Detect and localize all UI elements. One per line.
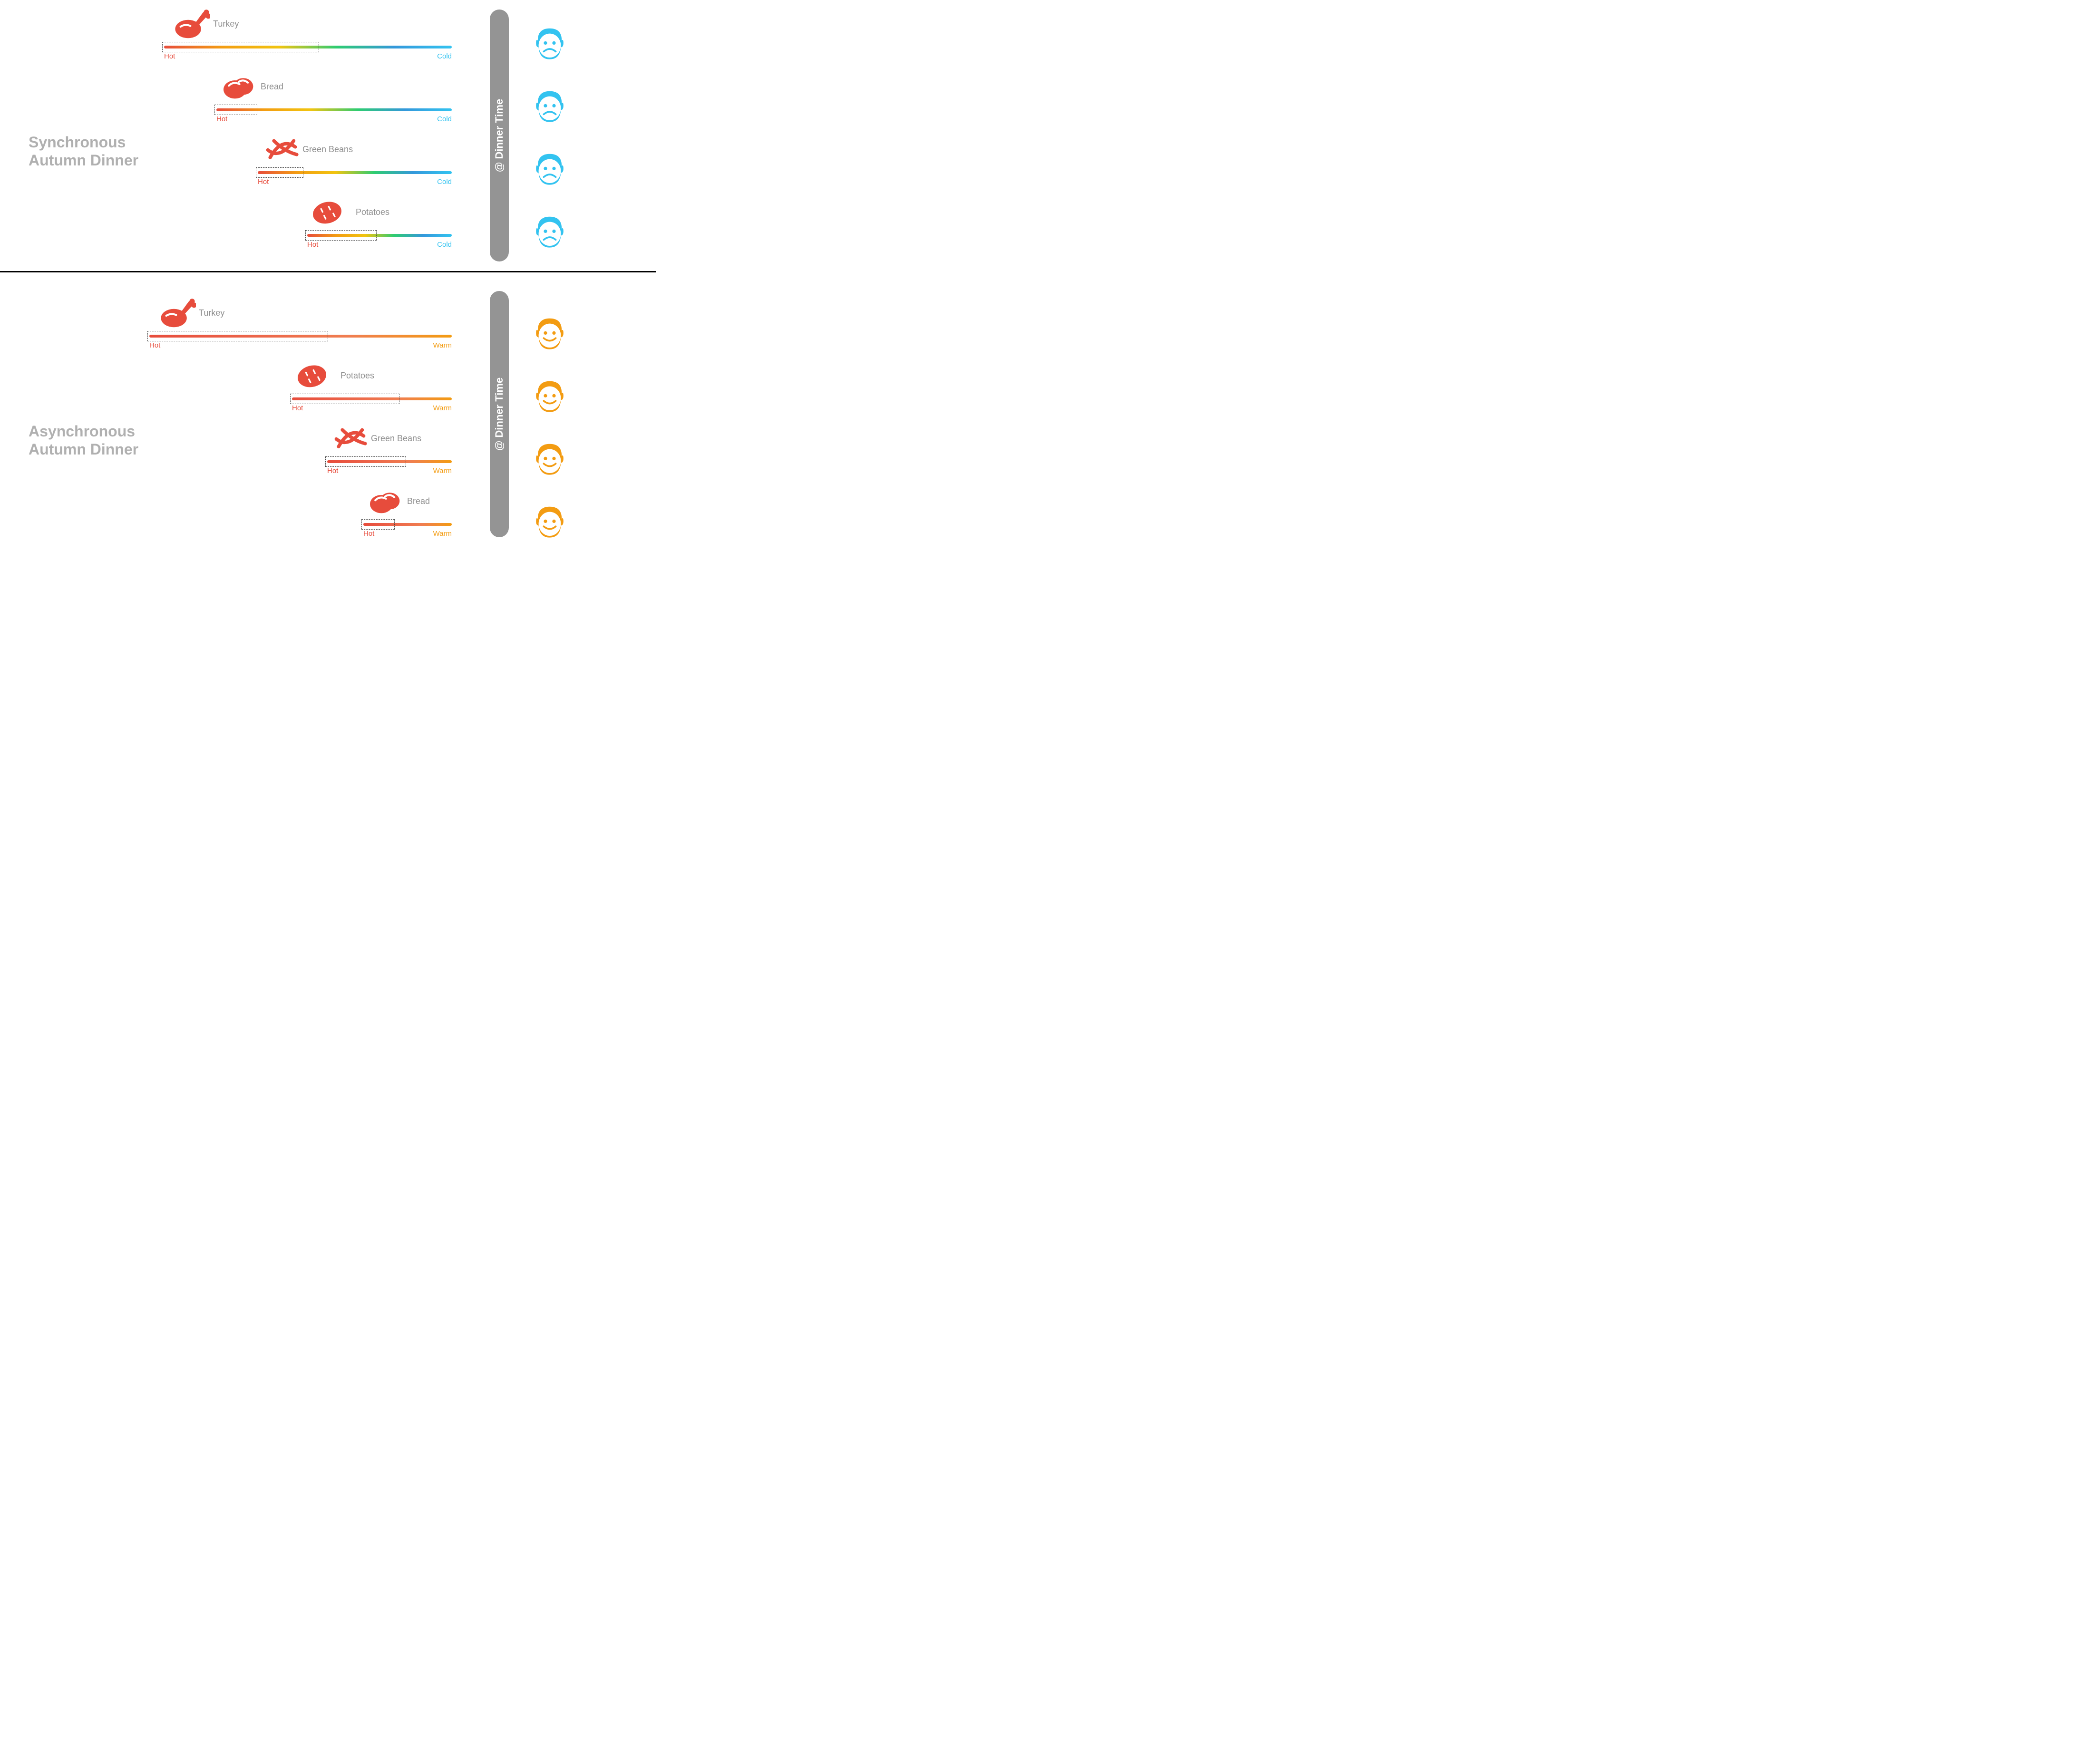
warm-label: Warm: [433, 341, 452, 349]
async-temp-bar-2: Hot Warm: [327, 456, 452, 475]
sync-dinner-bar: @ Dinner Time: [490, 10, 509, 261]
turkey-icon: [172, 8, 210, 39]
hot-label: Hot: [149, 341, 160, 349]
async-dinner-bar-label: @ Dinner Time: [493, 377, 506, 451]
async-panel: Asynchronous Autumn Dinner @ Dinner Time…: [0, 272, 656, 544]
sync-row-bread: Bread Hot Cold: [0, 70, 476, 132]
warm-label: Warm: [433, 404, 452, 412]
hot-label: Hot: [258, 178, 269, 186]
async-food-label-2: Green Beans: [371, 434, 421, 444]
cold-label: Cold: [437, 241, 452, 249]
hot-label: Hot: [216, 115, 227, 123]
turkey-icon: [158, 297, 196, 328]
sad-face-icon: [533, 151, 567, 189]
warm-label: Warm: [433, 467, 452, 475]
async-row-turkey: Turkey Hot Warm: [0, 297, 476, 358]
cooking-duration-box: [256, 167, 303, 178]
happy-face-icon: [533, 378, 567, 416]
sync-temp-bar-3: Hot Cold: [307, 230, 452, 249]
happy-face-icon: [533, 441, 567, 479]
sync-row-potatoes: Potatoes Hot Cold: [0, 196, 476, 258]
hot-label: Hot: [327, 467, 338, 475]
sad-face-icon: [533, 26, 567, 64]
sync-panel: Synchronous Autumn Dinner @ Dinner Time …: [0, 0, 656, 272]
async-dinner-bar: @ Dinner Time: [490, 291, 509, 537]
cold-label: Cold: [437, 52, 452, 60]
sad-face-icon: [533, 88, 567, 126]
cooking-duration-box: [361, 519, 395, 530]
potatoes-icon: [293, 359, 331, 391]
hot-label: Hot: [164, 52, 175, 60]
async-row-bread: Bread Hot Warm: [0, 485, 476, 547]
warm-label: Warm: [433, 530, 452, 538]
async-food-label-0: Turkey: [199, 308, 224, 318]
sync-food-label-1: Bread: [261, 82, 283, 92]
async-food-label-1: Potatoes: [340, 371, 374, 381]
cooking-duration-box: [305, 230, 377, 241]
greenbeans-icon: [262, 133, 301, 164]
sync-dinner-bar-label: @ Dinner Time: [493, 99, 506, 172]
sync-food-label-0: Turkey: [213, 19, 239, 29]
cold-label: Cold: [437, 178, 452, 186]
hot-label: Hot: [307, 241, 318, 249]
hot-label: Hot: [292, 404, 303, 412]
happy-face-icon: [533, 504, 567, 542]
async-row-greenbeans: Green Beans Hot Warm: [0, 422, 476, 484]
sad-face-icon: [533, 214, 567, 252]
sync-temp-bar-0: Hot Cold: [164, 42, 452, 61]
async-temp-bar-3: Hot Warm: [363, 519, 452, 538]
cooking-duration-box: [214, 105, 257, 115]
sync-food-label-3: Potatoes: [356, 207, 389, 217]
hot-label: Hot: [363, 530, 374, 538]
bread-icon: [366, 485, 404, 516]
sync-temp-bar-2: Hot Cold: [258, 167, 452, 186]
cooking-duration-box: [147, 331, 328, 341]
async-food-label-3: Bread: [407, 496, 430, 506]
potatoes-icon: [308, 196, 346, 227]
sync-row-turkey: Turkey Hot Cold: [0, 8, 476, 69]
async-temp-bar-1: Hot Warm: [292, 394, 452, 413]
sync-temp-bar-1: Hot Cold: [216, 105, 452, 124]
async-temp-bar-0: Hot Warm: [149, 331, 452, 350]
cooking-duration-box: [162, 42, 319, 52]
greenbeans-icon: [331, 422, 369, 454]
cooking-duration-box: [325, 456, 406, 467]
sync-row-greenbeans: Green Beans Hot Cold: [0, 133, 476, 195]
happy-face-icon: [533, 316, 567, 354]
async-row-potatoes: Potatoes Hot Warm: [0, 359, 476, 421]
sync-food-label-2: Green Beans: [302, 145, 353, 155]
cold-label: Cold: [437, 115, 452, 123]
cooking-duration-box: [290, 394, 399, 404]
bread-icon: [220, 70, 258, 102]
